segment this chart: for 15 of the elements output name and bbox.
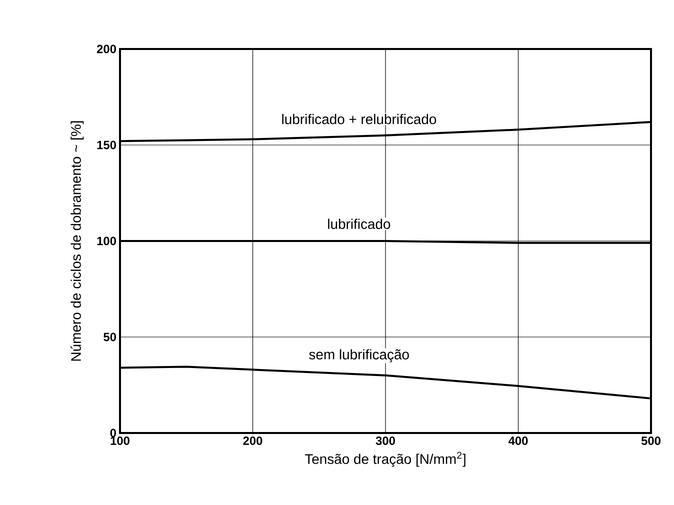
y-tick-label: 200 xyxy=(96,44,116,54)
y-tick-label: 0 xyxy=(110,428,116,438)
y-tick-label: 150 xyxy=(97,140,116,150)
series-label: lubrificado + relubrificado xyxy=(282,114,436,124)
x-tick-label: 400 xyxy=(508,436,528,445)
x-axis-title: Tensão de tração [N/mm$^{2}$] xyxy=(304,452,466,467)
x-tick-label: 200 xyxy=(243,436,262,445)
x-tick-label: 500 xyxy=(641,436,660,445)
series-label: sem lubrificação xyxy=(309,349,409,362)
x-tick-label: 300 xyxy=(376,436,395,446)
x-tick-label: 100 xyxy=(110,436,130,445)
y-tick-label: 50 xyxy=(104,332,116,342)
series-label: lubrificado xyxy=(328,218,390,230)
y-tick-label: 100 xyxy=(97,236,116,246)
y-axis-title: Número de ciclos de dobramento ~ [%] xyxy=(70,121,84,361)
